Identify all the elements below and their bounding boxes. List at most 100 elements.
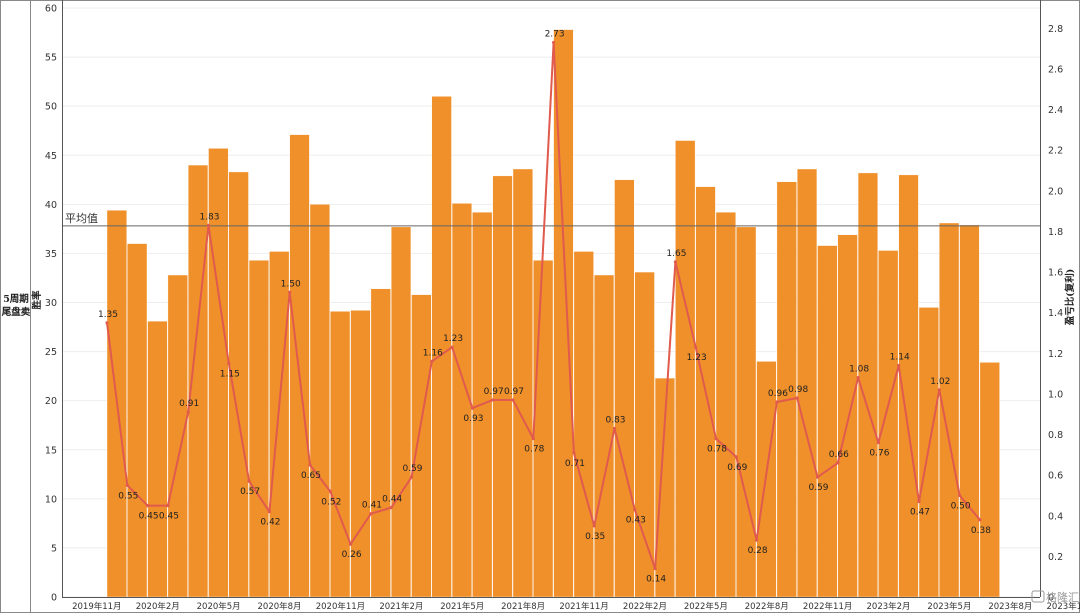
x-tick-label: 2021年2月 bbox=[379, 601, 423, 612]
x-tick-label: 2023年8月 bbox=[988, 601, 1032, 612]
line-point bbox=[328, 489, 332, 493]
x-tick-label: 2022年5月 bbox=[684, 601, 728, 612]
bar bbox=[817, 245, 838, 598]
bar bbox=[431, 96, 452, 598]
line-point bbox=[369, 512, 373, 516]
x-tick-label: 2022年2月 bbox=[623, 601, 667, 612]
left-tick-label: 50 bbox=[45, 102, 57, 113]
x-tick-label: 2022年11月 bbox=[803, 601, 852, 612]
line-point bbox=[937, 388, 941, 392]
data-label: 0.78 bbox=[707, 445, 727, 455]
right-tick-label: 2.4 bbox=[1048, 105, 1063, 116]
data-label: 0.52 bbox=[321, 497, 341, 507]
line-point bbox=[125, 483, 129, 487]
data-label: 0.97 bbox=[504, 387, 524, 397]
left-tick-label: 15 bbox=[45, 445, 57, 456]
bar bbox=[715, 211, 736, 598]
data-label: 1.02 bbox=[930, 377, 950, 387]
data-label: 0.43 bbox=[626, 516, 646, 526]
line-point bbox=[491, 398, 495, 402]
line-point bbox=[917, 499, 921, 504]
data-label: 0.65 bbox=[301, 471, 321, 481]
data-label: 1.65 bbox=[666, 249, 686, 259]
watermark-logo-icon bbox=[1031, 590, 1045, 603]
bar bbox=[837, 234, 858, 598]
average-line-group: 平均值 bbox=[62, 212, 1040, 227]
data-label: 0.35 bbox=[585, 532, 605, 542]
line-point bbox=[694, 345, 698, 349]
data-label: 0.42 bbox=[260, 518, 280, 528]
bar bbox=[573, 251, 594, 598]
line-point bbox=[897, 363, 901, 368]
bar bbox=[797, 168, 818, 598]
x-tick-label: 2020年11月 bbox=[316, 601, 365, 612]
ratio-line bbox=[106, 41, 981, 570]
line-point bbox=[836, 461, 840, 465]
data-label: 0.38 bbox=[971, 526, 991, 536]
average-line-label: 平均值 bbox=[65, 212, 98, 225]
data-label: 0.69 bbox=[727, 463, 747, 473]
data-label: 0.26 bbox=[342, 550, 362, 560]
left-tick-label: 40 bbox=[45, 200, 57, 211]
bar bbox=[878, 250, 899, 598]
x-tick-label: 2022年8月 bbox=[745, 601, 789, 612]
line-point bbox=[734, 455, 738, 459]
right-tick-label: 1.8 bbox=[1048, 227, 1063, 238]
bar bbox=[370, 288, 391, 598]
data-label: 1.16 bbox=[423, 348, 443, 358]
x-tick-label: 2020年2月 bbox=[136, 601, 180, 612]
right-tick-label: 1.6 bbox=[1048, 268, 1063, 279]
left-tick-label: 5 bbox=[51, 543, 57, 554]
line-point bbox=[958, 493, 962, 498]
bar bbox=[289, 134, 310, 598]
line-point bbox=[592, 524, 596, 528]
bar bbox=[147, 320, 168, 598]
data-label: 0.93 bbox=[463, 414, 483, 424]
line-point bbox=[206, 223, 211, 227]
bar bbox=[736, 226, 757, 598]
data-label: 0.59 bbox=[808, 483, 828, 493]
left-tick-label: 30 bbox=[45, 298, 57, 309]
data-label: 0.97 bbox=[484, 387, 504, 397]
line-point bbox=[612, 426, 617, 431]
data-labels: 1.35 0.55 0.45 0.45 0.91 1.83 1.15 0.57 0.42 1.50… bbox=[98, 30, 991, 585]
line-point bbox=[572, 451, 576, 455]
data-label: 0.98 bbox=[788, 385, 808, 395]
data-label: 1.14 bbox=[890, 352, 910, 362]
line-point bbox=[876, 441, 881, 445]
line-point bbox=[978, 518, 982, 522]
data-label: 1.83 bbox=[199, 212, 219, 222]
bar bbox=[411, 294, 432, 598]
left-tick-label: 55 bbox=[45, 53, 57, 64]
data-label: 0.50 bbox=[951, 501, 971, 511]
data-label: 1.23 bbox=[687, 353, 707, 363]
data-label: 0.55 bbox=[118, 491, 138, 501]
x-tick-label: 2019年11月 bbox=[72, 601, 121, 612]
line-point bbox=[409, 475, 414, 479]
data-label: 0.47 bbox=[910, 508, 930, 518]
x-tick-label: 2023年2月 bbox=[867, 601, 911, 612]
right-tick-label: 0.6 bbox=[1048, 471, 1063, 482]
line-series bbox=[105, 40, 982, 571]
line-point bbox=[186, 410, 190, 414]
x-tick-label: 2020年8月 bbox=[258, 601, 302, 612]
x-tick-label: 2021年8月 bbox=[501, 601, 545, 612]
line-point bbox=[633, 508, 637, 512]
data-label: 1.35 bbox=[98, 310, 118, 320]
left-tick-label: 0 bbox=[51, 593, 57, 604]
line-point bbox=[531, 436, 535, 441]
left-axis-title-bottom: 尾盘卖 bbox=[1, 306, 31, 318]
data-label: 0.44 bbox=[382, 495, 402, 505]
data-label: 0.28 bbox=[748, 546, 768, 556]
line-point bbox=[349, 542, 353, 546]
x-tick-label: 2021年5月 bbox=[440, 601, 484, 612]
x-tick-label: 2023年5月 bbox=[927, 601, 971, 612]
right-tick-label: 2.8 bbox=[1048, 24, 1063, 35]
right-tick-label: 1.0 bbox=[1048, 389, 1063, 400]
data-label: 0.45 bbox=[159, 512, 179, 522]
left-tick-label: 25 bbox=[45, 347, 57, 358]
data-label: 0.71 bbox=[565, 459, 585, 469]
data-label: 0.83 bbox=[605, 415, 625, 425]
data-label: 0.66 bbox=[829, 450, 849, 460]
